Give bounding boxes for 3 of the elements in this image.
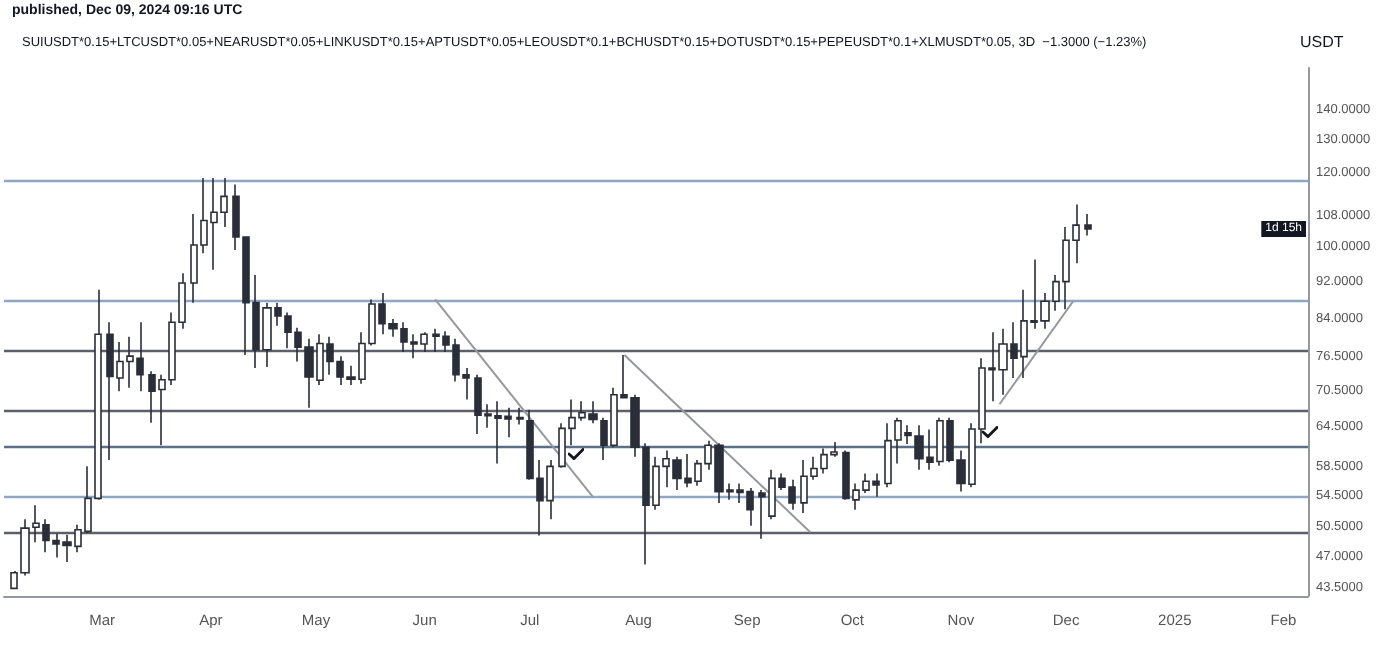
candlestick (516, 407, 524, 426)
candlestick (1084, 213, 1092, 237)
y-axis-title: USDT (1300, 33, 1344, 51)
